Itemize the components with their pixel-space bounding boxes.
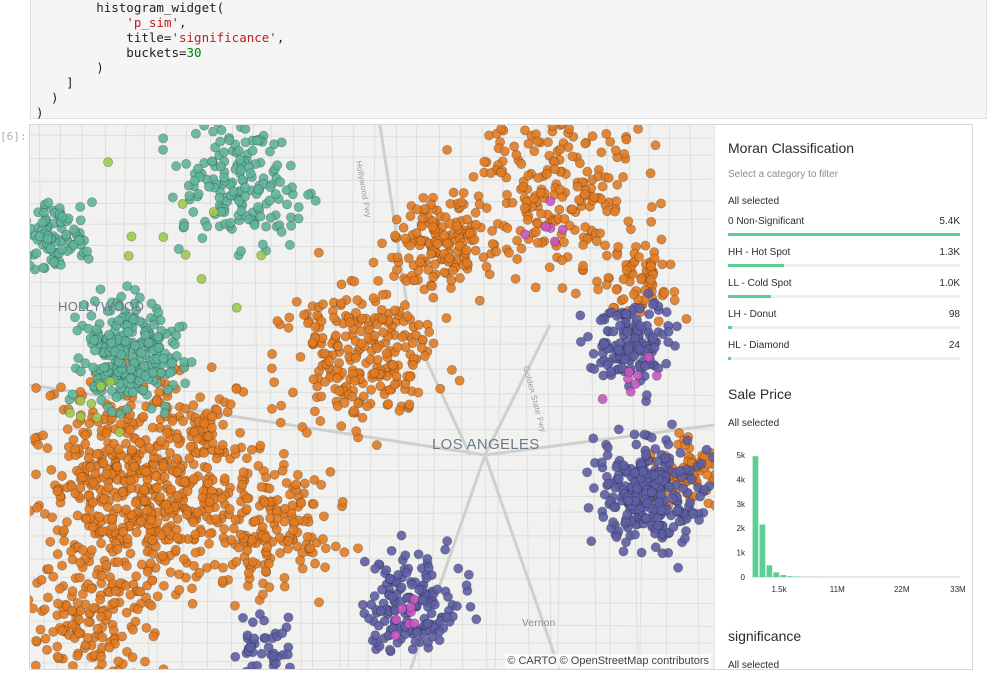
histogram-y-tick: 5k bbox=[737, 451, 746, 460]
code-token: ) bbox=[36, 60, 104, 75]
moran-widget-subtitle: Select a category to filter bbox=[728, 169, 839, 180]
histogram-bar[interactable] bbox=[773, 572, 780, 577]
category-bar-track bbox=[728, 233, 960, 236]
category-bar-track bbox=[728, 295, 960, 298]
sale-price-selected-label: All selected bbox=[728, 418, 780, 429]
category-name: 0 Non-Significant bbox=[728, 216, 805, 227]
map-label-los-angeles: LOS ANGELES bbox=[432, 436, 540, 453]
category-bar-track bbox=[728, 357, 960, 360]
category-count: 1.3K bbox=[939, 247, 960, 258]
histogram-bar[interactable] bbox=[787, 576, 793, 577]
code-token: , bbox=[179, 15, 187, 30]
code-token bbox=[36, 15, 126, 30]
category-name: LL - Cold Spot bbox=[728, 278, 792, 289]
code-line: ) bbox=[36, 105, 284, 120]
category-row[interactable]: 0 Non-Significant 5.4K bbox=[728, 216, 960, 246]
moran-selected-label: All selected bbox=[728, 196, 780, 207]
map-label-hollywood: HOLLYWOOD bbox=[58, 299, 145, 314]
map-canvas[interactable] bbox=[30, 125, 714, 670]
code-line: ] bbox=[36, 75, 284, 90]
code-token: buckets= bbox=[36, 45, 187, 60]
map-attribution[interactable]: © CARTO © OpenStreetMap contributors bbox=[505, 654, 711, 668]
histogram-y-tick: 1k bbox=[737, 549, 746, 558]
category-bar-fill bbox=[728, 264, 784, 267]
significance-widget-title: significance bbox=[728, 628, 802, 644]
code-token: ) bbox=[36, 90, 59, 105]
category-bar-fill bbox=[728, 233, 960, 236]
category-bar-fill bbox=[728, 326, 733, 329]
histogram-bar[interactable] bbox=[766, 565, 773, 577]
sale-price-widget-title: Sale Price bbox=[728, 386, 792, 402]
histogram-x-tick: 11M bbox=[830, 585, 845, 594]
category-row[interactable]: LL - Cold Spot 1.0K bbox=[728, 278, 960, 308]
histogram-y-tick: 4k bbox=[737, 475, 746, 484]
code-cell[interactable]: histogram_widget( 'p_sim', title='signif… bbox=[30, 0, 987, 120]
output-area: Hollywood Fwy Golden State Fwy HOLLYWOOD… bbox=[29, 124, 973, 670]
histogram-y-tick: 3k bbox=[737, 500, 746, 509]
category-count: 24 bbox=[948, 340, 960, 351]
code-token: histogram_widget( bbox=[36, 0, 225, 15]
code-line: histogram_widget( bbox=[36, 0, 284, 15]
code-text[interactable]: histogram_widget( 'p_sim', title='signif… bbox=[36, 0, 284, 120]
category-count: 5.4K bbox=[939, 216, 960, 227]
category-row[interactable]: HL - Diamond 24 bbox=[728, 340, 960, 370]
category-row[interactable]: HH - Hot Spot 1.3K bbox=[728, 247, 960, 277]
category-count: 98 bbox=[948, 309, 960, 320]
category-bar-track bbox=[728, 264, 960, 267]
point-layer bbox=[30, 125, 714, 669]
output-prompt: [6]: bbox=[0, 130, 27, 143]
category-count: 1.0K bbox=[939, 278, 960, 289]
code-line: title='significance', bbox=[36, 30, 284, 45]
histogram-y-tick: 0 bbox=[741, 573, 746, 582]
histogram-bar[interactable] bbox=[780, 575, 787, 577]
code-token-num: 30 bbox=[186, 45, 202, 60]
code-line: buckets=30 bbox=[36, 45, 284, 60]
code-token: title= bbox=[36, 30, 172, 45]
category-row[interactable]: LH - Donut 98 bbox=[728, 309, 960, 339]
map[interactable]: Hollywood Fwy Golden State Fwy HOLLYWOOD… bbox=[30, 125, 714, 670]
code-token-str: 'significance' bbox=[171, 30, 277, 45]
code-line: ) bbox=[36, 90, 284, 105]
category-bar-fill bbox=[728, 295, 771, 298]
category-name: HH - Hot Spot bbox=[728, 247, 791, 258]
histogram-x-tick: 22M bbox=[894, 585, 910, 594]
moran-widget-title: Moran Classification bbox=[728, 140, 855, 156]
category-name: LH - Donut bbox=[728, 309, 777, 320]
category-bar-fill bbox=[728, 357, 732, 360]
histogram-bar[interactable] bbox=[759, 524, 766, 577]
widgets-panel: Moran Classification Select a category t… bbox=[714, 125, 973, 670]
code-token: ] bbox=[36, 75, 74, 90]
code-token-str: 'p_sim' bbox=[126, 15, 179, 30]
category-bar-track bbox=[728, 326, 960, 329]
code-line: 'p_sim', bbox=[36, 15, 284, 30]
map-label-vernon: Vernon bbox=[522, 618, 556, 629]
sale-price-histogram[interactable]: 0 1k 2k 3k 4k 5k 1.5k 11M 22M 33M bbox=[715, 443, 973, 603]
category-name: HL - Diamond bbox=[728, 340, 790, 351]
histogram-y-tick: 2k bbox=[737, 524, 746, 533]
code-line: ) bbox=[36, 60, 284, 75]
histogram-x-tick: 1.5k bbox=[771, 585, 787, 594]
histogram-bar[interactable] bbox=[752, 456, 759, 577]
histogram-x-tick: 33M bbox=[950, 585, 966, 594]
code-token: , bbox=[276, 30, 285, 45]
code-token: ) bbox=[36, 105, 44, 120]
significance-selected-label: All selected bbox=[728, 660, 780, 670]
